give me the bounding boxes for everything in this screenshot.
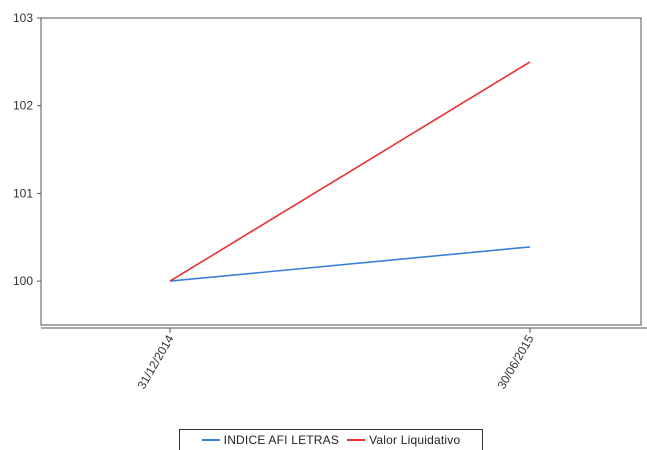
series-line-0 bbox=[169, 246, 531, 282]
legend-swatch-valor bbox=[347, 439, 366, 441]
y-tick-label: 101 bbox=[13, 186, 33, 200]
series-lines bbox=[169, 61, 531, 282]
chart-legend: INDICE AFI LETRAS Valor Liquidativo bbox=[179, 429, 483, 450]
y-tick-label: 103 bbox=[13, 11, 33, 25]
legend-item-valor: Valor Liquidativo bbox=[347, 433, 460, 447]
y-tick-label: 100 bbox=[13, 274, 33, 288]
legend-swatch-indice bbox=[201, 439, 220, 441]
legend-label-indice: INDICE AFI LETRAS bbox=[223, 433, 340, 447]
x-tick-label: 31/12/2014 bbox=[134, 332, 176, 391]
x-axis: 31/12/2014 30/06/2015 bbox=[134, 328, 537, 392]
series-line-1 bbox=[169, 61, 531, 282]
legend-item-indice: INDICE AFI LETRAS bbox=[201, 433, 340, 447]
legend-label-valor: Valor Liquidativo bbox=[369, 433, 461, 447]
plot-border bbox=[40, 17, 642, 326]
y-tick-label: 102 bbox=[13, 99, 33, 113]
x-tick-label: 30/06/2015 bbox=[494, 332, 536, 391]
plot-area bbox=[40, 17, 647, 329]
y-axis: 100 101 102 103 bbox=[13, 11, 41, 288]
